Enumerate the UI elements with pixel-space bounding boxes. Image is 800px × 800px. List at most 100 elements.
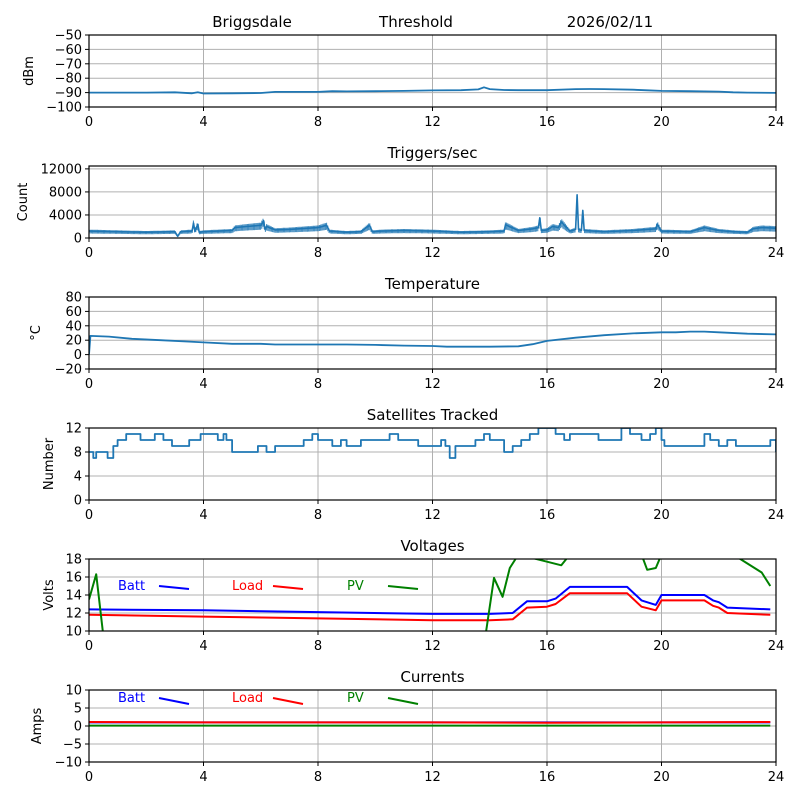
series-line-load <box>89 721 771 724</box>
x-tick-label: 16 <box>539 377 556 392</box>
x-tick-label: 4 <box>199 770 207 785</box>
series-line-batt <box>89 585 771 615</box>
y-tick-label: 8 <box>74 446 82 461</box>
y-tick-label: −90 <box>55 86 82 101</box>
x-tick-label: 20 <box>653 770 670 785</box>
station-title: Briggsdale <box>212 13 292 31</box>
legend-label-pv: PV <box>347 691 364 706</box>
y-tick-label: 18 <box>65 553 82 568</box>
y-tick-label: −80 <box>55 72 82 87</box>
x-tick-label: 12 <box>424 508 441 523</box>
series-line-load <box>89 592 771 622</box>
x-tick-label: 12 <box>424 115 441 130</box>
x-tick-label: 4 <box>199 115 207 130</box>
x-tick-label: 0 <box>85 115 93 130</box>
y-tick-label: 0 <box>74 494 82 509</box>
panel-title: Currents <box>400 668 464 686</box>
panel-title: Triggers/sec <box>387 144 478 162</box>
x-tick-label: 12 <box>424 246 441 261</box>
series-line-pv <box>89 559 772 631</box>
y-tick-label: 20 <box>65 334 82 349</box>
y-tick-label: 8000 <box>49 185 82 200</box>
panel-title: Temperature <box>384 275 480 293</box>
axes-frame <box>88 689 777 763</box>
panel-triggers: Triggers/sec 0 4 8 12 16 20 24 0 4000 8000 12000 Cou… <box>16 144 784 261</box>
y-tick-label: 80 <box>65 291 82 306</box>
x-tick-label: 0 <box>85 508 93 523</box>
panel-threshold: 0 4 8 12 16 20 24 −100−90−80−70−60−50 dBm <box>22 29 784 131</box>
series-line-temperature <box>89 330 776 355</box>
x-tick-label: 4 <box>199 639 207 654</box>
y-tick-label: 0 <box>74 720 82 735</box>
legend-label-load: Load <box>232 691 263 706</box>
y-axis-label: Count <box>16 183 31 222</box>
x-tick-label: 8 <box>314 770 322 785</box>
y-axis-label: °C <box>29 325 44 341</box>
y-tick-label: −20 <box>55 363 82 378</box>
x-tick-label: 16 <box>539 508 556 523</box>
y-tick-label: −5 <box>63 738 82 753</box>
y-tick-label: 5 <box>74 702 82 717</box>
x-tick-label: 24 <box>768 508 785 523</box>
x-tick-label: 12 <box>424 377 441 392</box>
x-tick-label: 4 <box>199 377 207 392</box>
x-tick-label: 16 <box>539 115 556 130</box>
legend-swatch-batt <box>158 697 190 705</box>
axes-frame <box>88 427 777 501</box>
x-tick-label: 0 <box>85 377 93 392</box>
panel-satellites: Satellites Tracked 0 4 8 12 16 20 24 0 4 8 12 Number <box>42 406 784 523</box>
y-axis-label: Number <box>42 437 57 490</box>
x-tick-label: 0 <box>85 770 93 785</box>
y-tick-label: 12 <box>65 607 82 622</box>
panel-currents: Currents 0 4 8 12 16 20 24 −10 −5 0 5 10 Amps Batt Load… <box>30 668 784 785</box>
legend-swatch-batt <box>158 585 190 590</box>
x-tick-label: 20 <box>653 246 670 261</box>
y-tick-label: −10 <box>55 756 82 771</box>
legend-label-batt: Batt <box>118 579 145 594</box>
x-tick-label: 24 <box>768 377 785 392</box>
x-tick-label: 8 <box>314 639 322 654</box>
y-tick-label: 4000 <box>49 208 82 223</box>
series-line-satellites <box>89 428 776 459</box>
y-tick-label: 16 <box>65 571 82 586</box>
x-tick-label: 24 <box>768 115 785 130</box>
x-tick-label: 24 <box>768 639 785 654</box>
series-line-threshold <box>89 86 776 95</box>
panel-voltages: Voltages 0 4 8 12 16 20 24 10 12 14 16 18 Volts Batt Lo… <box>42 537 784 654</box>
x-tick-label: 12 <box>424 639 441 654</box>
x-tick-label: 16 <box>539 770 556 785</box>
legend-swatch-load <box>272 697 304 705</box>
y-axis-label: dBm <box>22 56 37 86</box>
y-tick-label: 12 <box>65 422 82 437</box>
x-tick-label: 8 <box>314 115 322 130</box>
axes-frame <box>88 558 777 632</box>
x-tick-label: 20 <box>653 115 670 130</box>
x-tick-label: 8 <box>314 508 322 523</box>
date-title: 2026/02/11 <box>567 13 653 31</box>
axes-frame <box>88 165 777 239</box>
legend-swatch-pv <box>387 585 419 590</box>
y-tick-label: 14 <box>65 589 82 604</box>
y-tick-label: 12000 <box>41 162 82 177</box>
axes-frame <box>88 34 777 108</box>
legend-label-batt: Batt <box>118 691 145 706</box>
x-tick-label: 24 <box>768 770 785 785</box>
x-tick-label: 16 <box>539 639 556 654</box>
series-noise-band <box>89 200 776 237</box>
y-axis-label: Amps <box>30 707 45 744</box>
x-tick-label: 20 <box>653 377 670 392</box>
y-axis-label: Volts <box>42 579 57 611</box>
legend-swatch-load <box>272 585 304 590</box>
x-tick-label: 4 <box>199 508 207 523</box>
x-tick-label: 0 <box>85 246 93 261</box>
x-tick-label: 16 <box>539 246 556 261</box>
y-tick-label: −100 <box>46 101 82 116</box>
y-tick-label: 4 <box>74 470 82 485</box>
y-tick-label: 0 <box>74 232 82 247</box>
y-tick-label: 40 <box>65 319 82 334</box>
y-tick-label: 10 <box>65 625 82 640</box>
legend-label-load: Load <box>232 579 263 594</box>
x-tick-label: 0 <box>85 639 93 654</box>
